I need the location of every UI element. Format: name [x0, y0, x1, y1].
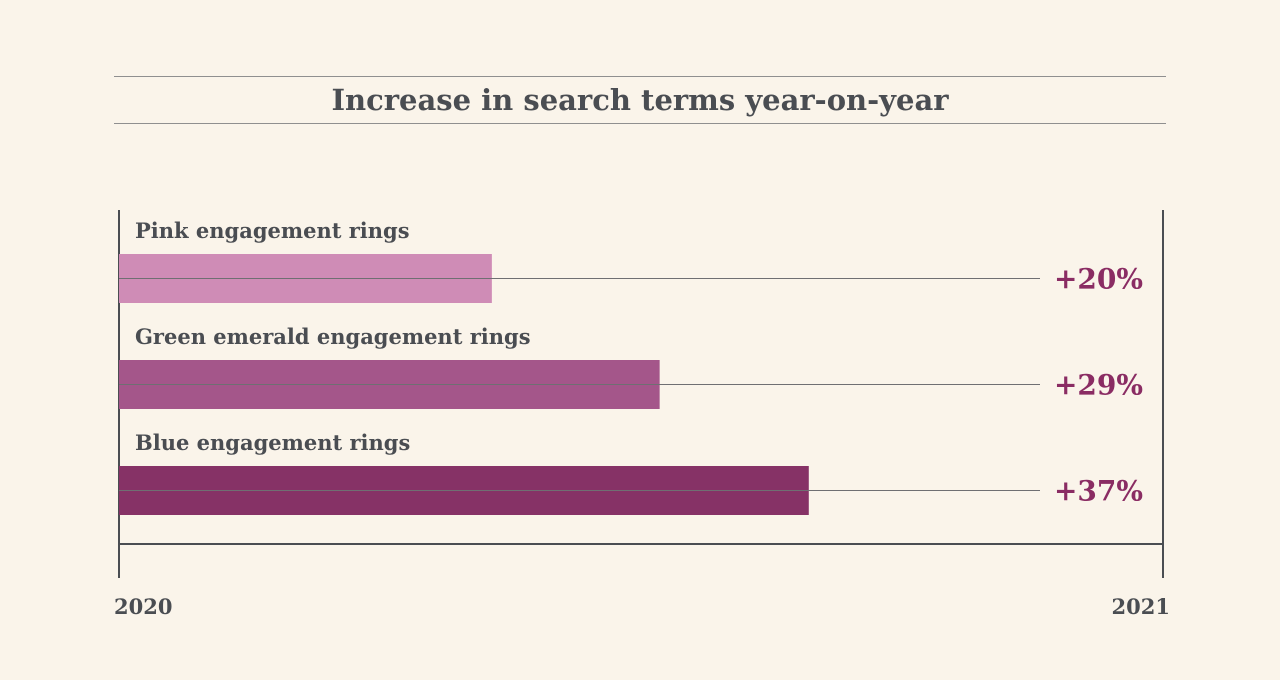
chart-title: Increase in search terms year-on-year — [331, 83, 949, 117]
category-label: Green emerald engagement rings — [135, 324, 531, 349]
value-label: +37% — [1054, 475, 1143, 508]
x-axis-start-label: 2020 — [114, 594, 173, 619]
title-top-rule — [114, 76, 1166, 77]
value-label: +29% — [1054, 369, 1143, 402]
x-axis-end-label: 2021 — [1111, 594, 1170, 619]
chart-bars: Pink engagement rings +20% Green emerald e… — [119, 218, 1143, 515]
category-label: Blue engagement rings — [135, 430, 410, 455]
value-label: +20% — [1054, 263, 1143, 296]
title-bottom-rule — [114, 123, 1166, 124]
category-label: Pink engagement rings — [135, 218, 410, 243]
